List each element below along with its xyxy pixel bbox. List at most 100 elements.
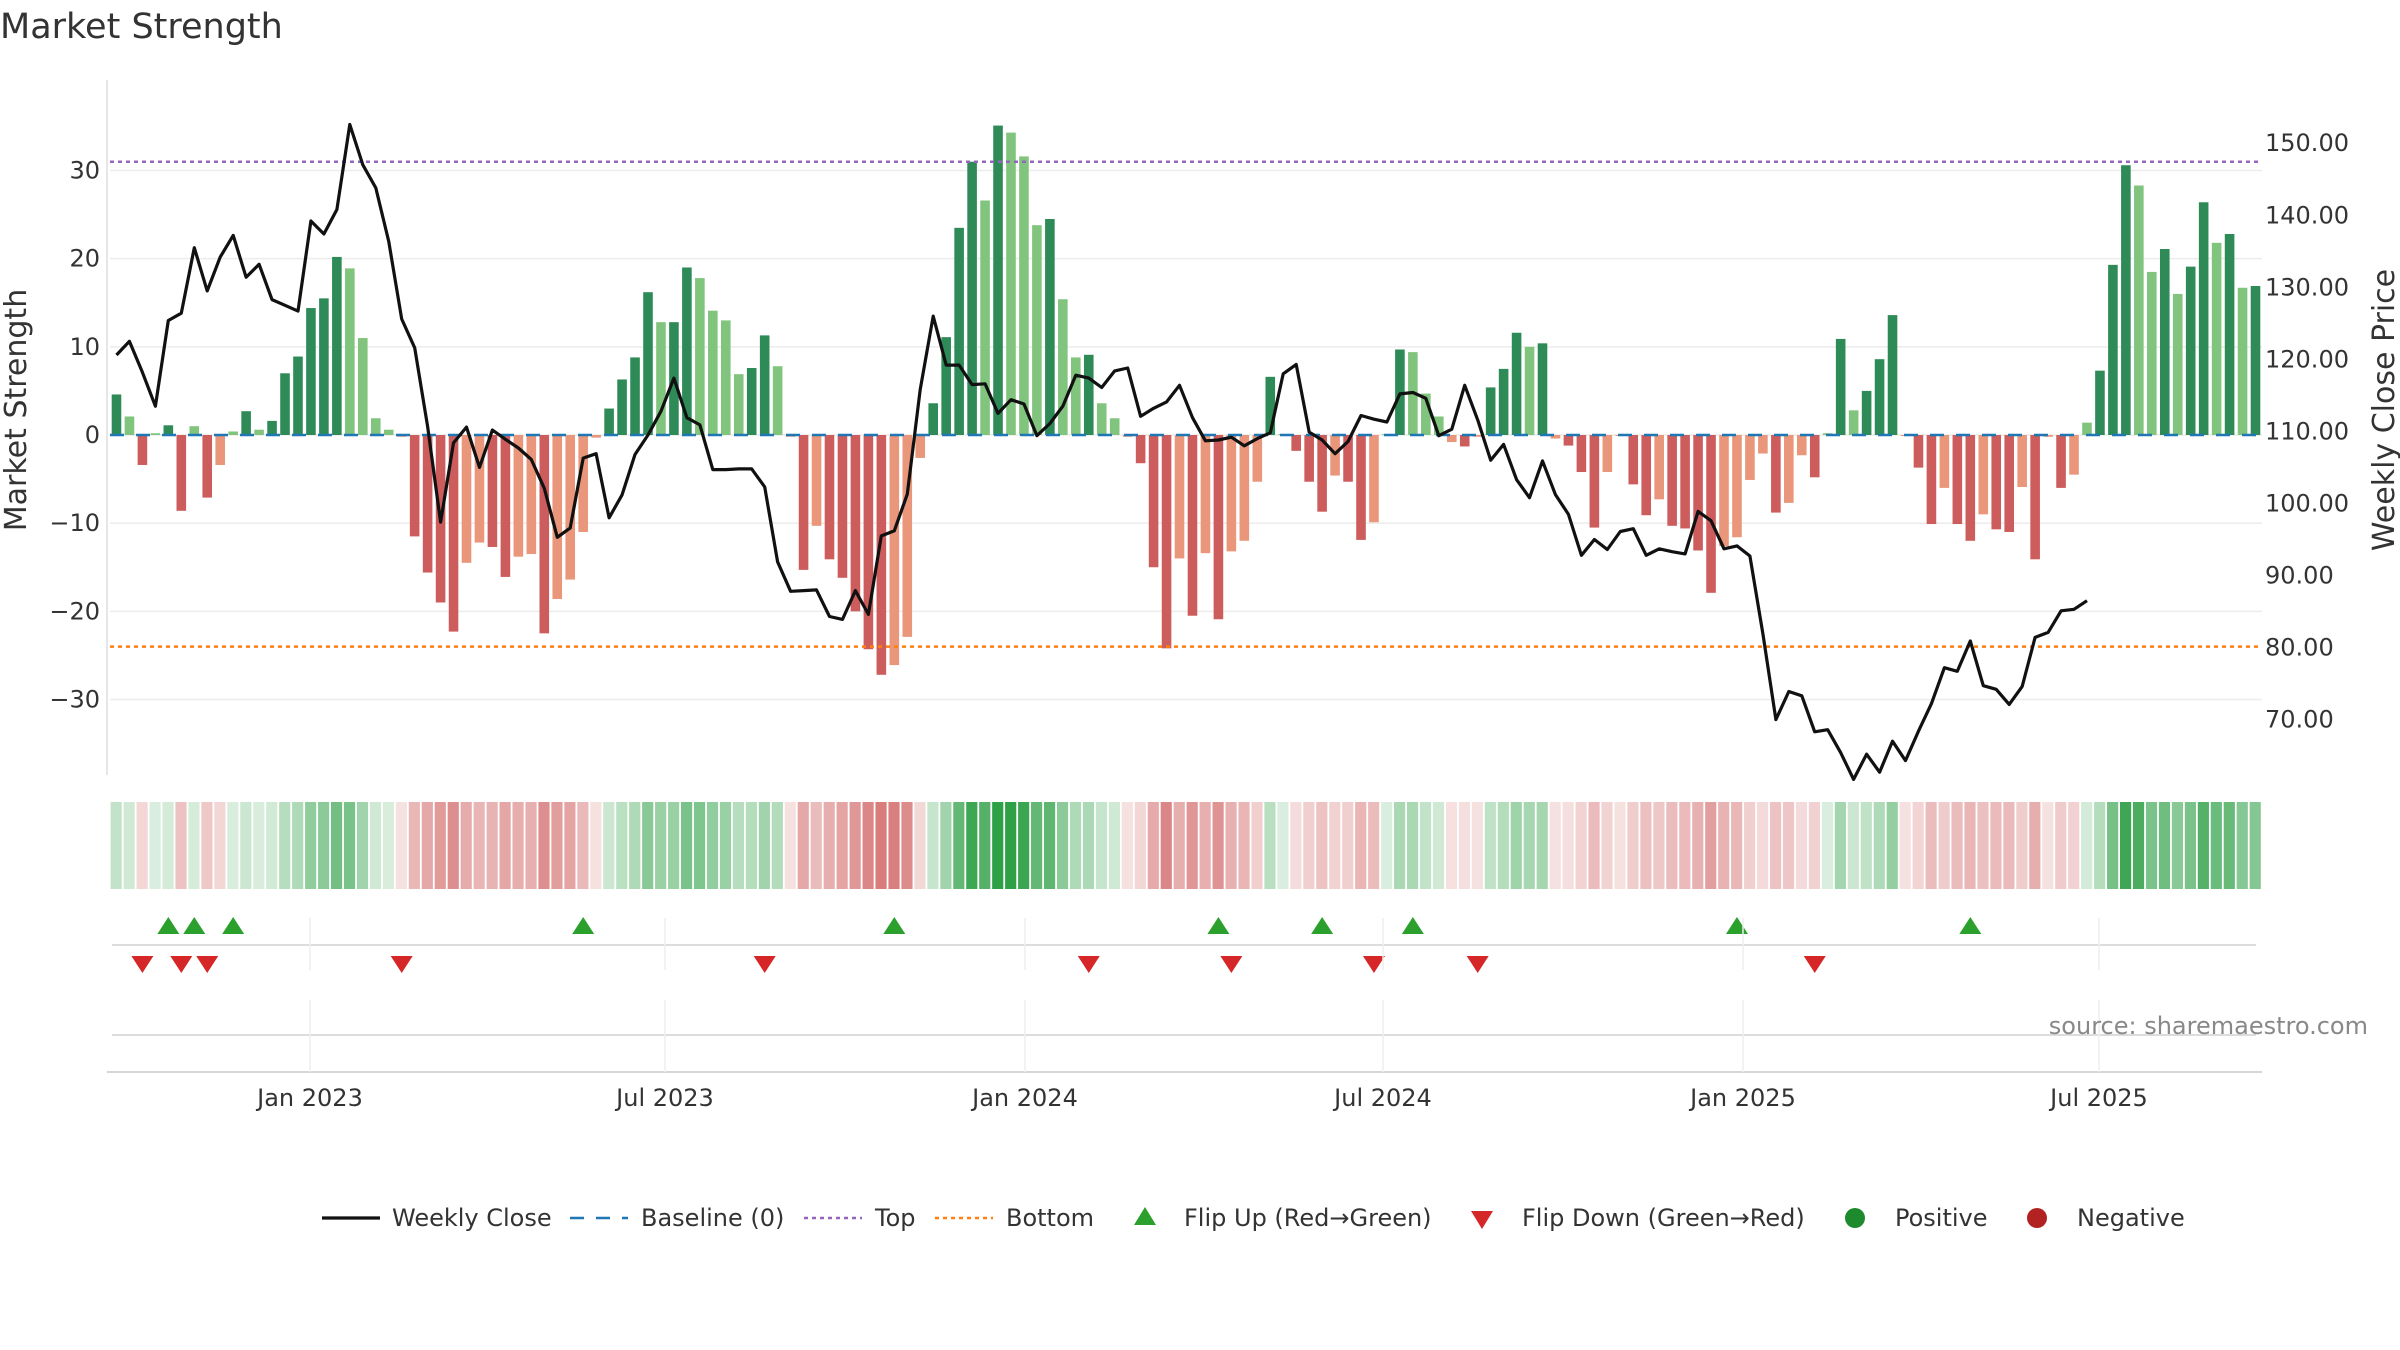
strength-bar <box>215 435 225 465</box>
heat-cell <box>2081 802 2093 889</box>
heat-cell <box>655 802 667 889</box>
strength-bar <box>124 416 135 435</box>
heat-cell <box>1847 802 1859 889</box>
legend-swatch <box>2027 1208 2047 1228</box>
heat-cell <box>2094 802 2106 889</box>
strength-bar <box>1485 387 1496 435</box>
weekly-close-series <box>115 122 2088 782</box>
strength-bars <box>111 125 2261 675</box>
strength-bar <box>759 335 770 435</box>
heat-cell <box>2145 802 2158 889</box>
strength-bar <box>422 435 433 573</box>
flip-up-marker <box>157 917 180 934</box>
heat-cell <box>603 802 615 889</box>
flip-up-marker <box>222 917 245 934</box>
flip-up-marker <box>1725 917 1748 934</box>
heat-cell <box>1056 802 1069 889</box>
strength-bar <box>2108 264 2118 435</box>
strength-bar <box>876 435 887 675</box>
heat-cell <box>1951 802 1963 889</box>
heat-cell <box>356 802 369 889</box>
flip-down-marker <box>131 956 154 973</box>
flip-up-marker <box>1311 917 1334 934</box>
x-tick-label: Jul 2025 <box>2048 1084 2148 1112</box>
heat-cell <box>1251 802 1263 889</box>
strength-bar <box>2056 435 2066 488</box>
legend-label: Bottom <box>1006 1204 1094 1232</box>
strength-bar <box>1200 435 1211 554</box>
heat-cell <box>1018 802 1030 889</box>
strength-bar <box>2185 266 2196 435</box>
heat-cell <box>1873 802 1885 889</box>
legend-item: Bottom <box>935 1204 1094 1232</box>
strength-bar <box>267 420 277 435</box>
heat-cell <box>668 802 680 889</box>
legend-swatch <box>1471 1211 1493 1229</box>
strength-bar <box>2172 293 2183 435</box>
heat-cell <box>1899 802 1911 889</box>
strength-bar <box>1498 368 1509 435</box>
heat-cell <box>771 802 783 889</box>
right-axis-label: Weekly Close Price <box>2367 269 2400 551</box>
heat-cell <box>2042 802 2054 889</box>
heat-cell <box>2055 802 2067 889</box>
strength-bar <box>2017 435 2027 488</box>
heat-cell <box>1458 802 1471 889</box>
strength-bar <box>2095 370 2105 435</box>
heat-cell <box>1821 802 1833 889</box>
strength-bar <box>137 435 148 465</box>
heat-cell <box>162 802 174 889</box>
strength-bar <box>1874 359 1885 435</box>
strength-bar <box>863 435 874 650</box>
strength-bar <box>176 435 187 511</box>
strength-bar <box>1537 343 1548 435</box>
heat-cell <box>175 802 187 889</box>
heat-cell <box>888 802 900 889</box>
flip-down-marker <box>196 956 219 973</box>
strength-bar <box>954 227 964 435</box>
heat-cell <box>1199 802 1211 889</box>
strength-bar <box>254 429 264 435</box>
heat-cell <box>1342 802 1354 889</box>
strength-bar <box>202 435 213 498</box>
strength-bar <box>798 435 809 570</box>
flip-up-marker <box>1401 917 1424 934</box>
heat-cell <box>201 802 213 889</box>
strength-bar <box>345 268 355 435</box>
strength-bar <box>332 256 342 435</box>
heat-cell <box>395 802 407 889</box>
strength-bar <box>383 429 394 435</box>
heat-cell <box>1394 802 1406 889</box>
strength-bar <box>1835 338 1846 435</box>
heat-cell <box>279 802 291 889</box>
heat-cell <box>1782 802 1795 889</box>
strength-bar <box>889 435 900 666</box>
heat-cell <box>2223 802 2235 889</box>
flip-down-marker <box>1803 956 1826 973</box>
strength-bar <box>1848 410 1859 435</box>
strength-bar <box>228 431 238 435</box>
heat-cell <box>953 802 965 889</box>
strength-bar <box>2147 271 2157 435</box>
heat-cell <box>421 802 433 889</box>
heat-cell <box>1355 802 1367 889</box>
legend-label: Flip Up (Red→Green) <box>1184 1204 1432 1232</box>
strength-bar <box>2134 185 2144 435</box>
heat-cell <box>979 802 991 889</box>
heat-cell <box>227 802 239 889</box>
right-tick-label: 90.00 <box>2265 561 2334 589</box>
strength-bar <box>1148 435 1159 568</box>
heat-cell <box>1938 802 1950 889</box>
heat-cell <box>1705 802 1717 889</box>
heat-cell <box>1419 802 1432 889</box>
strength-bar <box>513 435 524 557</box>
strength-bar <box>993 125 1003 435</box>
axes: 30 20 10 0 −10 −20 −30 150.00 140.00 130.00 120.00… <box>49 80 2349 775</box>
heat-cell <box>719 802 732 889</box>
strength-bar <box>1239 435 1250 541</box>
strength-bar <box>2198 202 2209 435</box>
heat-cell <box>538 802 550 889</box>
legend-label: Baseline (0) <box>641 1204 784 1232</box>
strength-bar <box>526 435 537 555</box>
heat-cell <box>940 802 952 889</box>
